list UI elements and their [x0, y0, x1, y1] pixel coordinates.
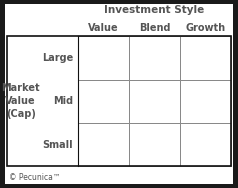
Bar — [129, 80, 180, 123]
Text: Small: Small — [43, 139, 73, 149]
Bar — [78, 80, 129, 123]
Text: © Pecunica™: © Pecunica™ — [9, 174, 61, 182]
Text: Market
Value
(Cap): Market Value (Cap) — [1, 83, 40, 119]
Bar — [78, 36, 129, 80]
Bar — [129, 123, 180, 166]
Text: Mid: Mid — [53, 96, 73, 106]
Bar — [180, 36, 231, 80]
Bar — [180, 80, 231, 123]
Bar — [78, 123, 129, 166]
Text: Investment Style: Investment Style — [104, 5, 204, 15]
Text: Growth: Growth — [185, 23, 225, 33]
Bar — [129, 36, 180, 80]
Text: Blend: Blend — [139, 23, 170, 33]
Text: Large: Large — [42, 53, 73, 63]
Bar — [180, 123, 231, 166]
Bar — [7, 36, 231, 166]
Text: Value: Value — [88, 23, 119, 33]
